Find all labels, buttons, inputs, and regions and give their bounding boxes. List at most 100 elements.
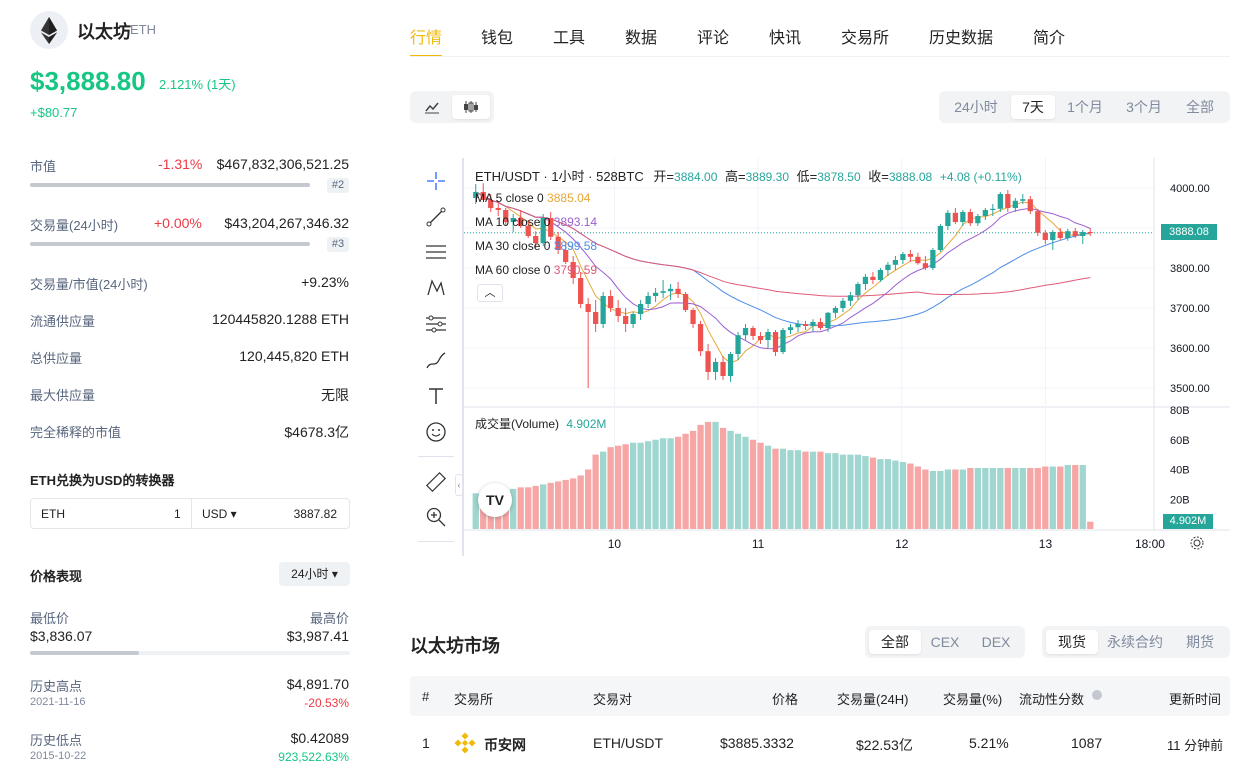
volume-bar	[510, 488, 517, 529]
candle-body	[892, 260, 899, 265]
chart-settings-icon[interactable]	[1189, 535, 1205, 551]
row-liquidity: 1087	[1071, 735, 1103, 751]
brush-icon[interactable]	[425, 349, 447, 371]
legend-collapse-button[interactable]: ︿	[477, 284, 503, 302]
line-chart-button[interactable]	[414, 95, 450, 119]
volume-bar	[1004, 468, 1011, 529]
volume-bar	[622, 444, 629, 529]
zoom-in-icon[interactable]	[425, 506, 447, 528]
tab-news[interactable]: 快讯	[769, 30, 802, 47]
candlestick-chart-button[interactable]	[452, 95, 490, 119]
tab-comments[interactable]: 评论	[697, 30, 730, 47]
volume-bar	[809, 451, 817, 529]
tab-data[interactable]: 数据	[625, 30, 658, 47]
volume-bar	[1087, 521, 1094, 529]
trendline-icon[interactable]	[425, 206, 447, 228]
volume-legend: 成交量(Volume) 4.902M	[475, 415, 606, 432]
candle-body	[727, 354, 734, 376]
converter-divider	[191, 499, 192, 528]
volume-bar	[659, 438, 667, 529]
market-type-filter: 现货 永续合约 期货	[1042, 626, 1230, 658]
stat-value-total-supply: 120,445,820 ETH	[239, 348, 349, 364]
volume-bar	[907, 463, 914, 529]
atl-label: 历史低点	[30, 733, 83, 748]
time-tick-label: 11	[752, 537, 765, 551]
row-volume-pct: 5.21%	[969, 735, 1009, 751]
price-chart[interactable]: 4000.003900.003800.003700.003600.003500.…	[464, 158, 1230, 556]
volume-bar	[652, 439, 659, 529]
text-tool-icon[interactable]	[425, 385, 447, 407]
range-bar-fill	[30, 651, 139, 655]
candle-body	[862, 276, 869, 284]
volume-bar	[959, 469, 967, 529]
converter-to-amount[interactable]: 3887.82	[293, 507, 337, 521]
liquidity-info-icon[interactable]	[1092, 690, 1102, 700]
volume-bar	[749, 439, 757, 529]
candle-body	[960, 212, 966, 222]
volume-bar	[525, 487, 532, 529]
volume-bar	[1034, 468, 1041, 529]
row-pair[interactable]: ETH/USDT	[593, 735, 663, 751]
market-source-filter: 全部 CEX DEX	[865, 626, 1025, 658]
range-24h[interactable]: 24小时	[954, 99, 998, 115]
candle-body	[518, 218, 524, 226]
performance-title: 价格表现	[30, 569, 83, 584]
change-value-ohlc: +4.08 (+0.11%)	[939, 170, 1022, 184]
candle-body	[1012, 200, 1018, 208]
fib-retracement-icon[interactable]	[425, 241, 447, 263]
crosshair-icon[interactable]	[425, 170, 447, 192]
range-bar-track	[30, 651, 350, 655]
ath-label: 历史高点	[30, 679, 83, 694]
ruler-icon[interactable]	[425, 471, 447, 493]
stat-label-volume: 交易量(24小时)	[30, 218, 119, 233]
chart-pair-label: ETH/USDT · 1小时 · 528BTC	[475, 169, 644, 184]
candle-body	[765, 332, 771, 340]
time-tick-label: 10	[608, 537, 622, 551]
candle-body	[877, 270, 884, 280]
volume-bar	[997, 468, 1004, 529]
candle-body	[855, 284, 861, 296]
performance-range-select[interactable]: 24小时 ▾	[279, 562, 350, 586]
atl-value: $0.42089	[290, 730, 349, 746]
tab-history[interactable]: 历史数据	[929, 30, 994, 47]
range-3m[interactable]: 3个月	[1126, 99, 1162, 115]
tab-exchanges[interactable]: 交易所	[841, 30, 890, 47]
range-7d[interactable]: 7天	[1011, 95, 1055, 119]
volume-bar	[1064, 465, 1071, 529]
tab-tools[interactable]: 工具	[553, 30, 586, 47]
emoji-icon[interactable]	[425, 421, 447, 443]
filter-dex[interactable]: DEX	[981, 634, 1011, 650]
volume-bar	[667, 438, 674, 529]
volume-bar	[1072, 465, 1079, 529]
row-exchange-name[interactable]: 币安网	[484, 737, 526, 753]
stat-value-volume: $43,204,267,346.32	[224, 215, 349, 231]
tab-market[interactable]: 行情	[410, 30, 443, 47]
volume-bar	[839, 454, 847, 529]
high-label: 最高价	[309, 611, 349, 626]
converter-to-symbol-select[interactable]: USD ▾	[202, 507, 237, 521]
type-futures[interactable]: 期货	[1186, 634, 1214, 650]
tab-wallet[interactable]: 钱包	[481, 30, 514, 47]
price-change-abs: +$80.77	[30, 105, 78, 120]
range-1m[interactable]: 1个月	[1067, 99, 1103, 115]
candle-body	[780, 330, 786, 352]
converter-from-amount[interactable]: 1	[174, 507, 181, 521]
range-all[interactable]: 全部	[1186, 99, 1214, 115]
candle-body	[697, 324, 704, 352]
chart-type-toggle	[410, 91, 494, 123]
candle-body	[593, 312, 599, 324]
filter-all[interactable]: 全部	[869, 630, 921, 654]
projection-icon[interactable]	[425, 313, 447, 335]
pattern-icon[interactable]	[425, 277, 447, 299]
filter-cex[interactable]: CEX	[930, 634, 960, 650]
atl-date: 2015-10-22	[30, 750, 87, 762]
type-perpetual[interactable]: 永续合约	[1107, 634, 1163, 650]
ma5-value: 3885.04	[547, 191, 591, 205]
candle-body	[667, 288, 674, 292]
candle-body	[817, 322, 824, 328]
volume-bar	[30, 242, 310, 246]
tab-intro[interactable]: 简介	[1033, 30, 1066, 47]
candle-body	[533, 236, 539, 244]
type-spot[interactable]: 现货	[1046, 630, 1098, 654]
candle-body	[480, 192, 486, 200]
